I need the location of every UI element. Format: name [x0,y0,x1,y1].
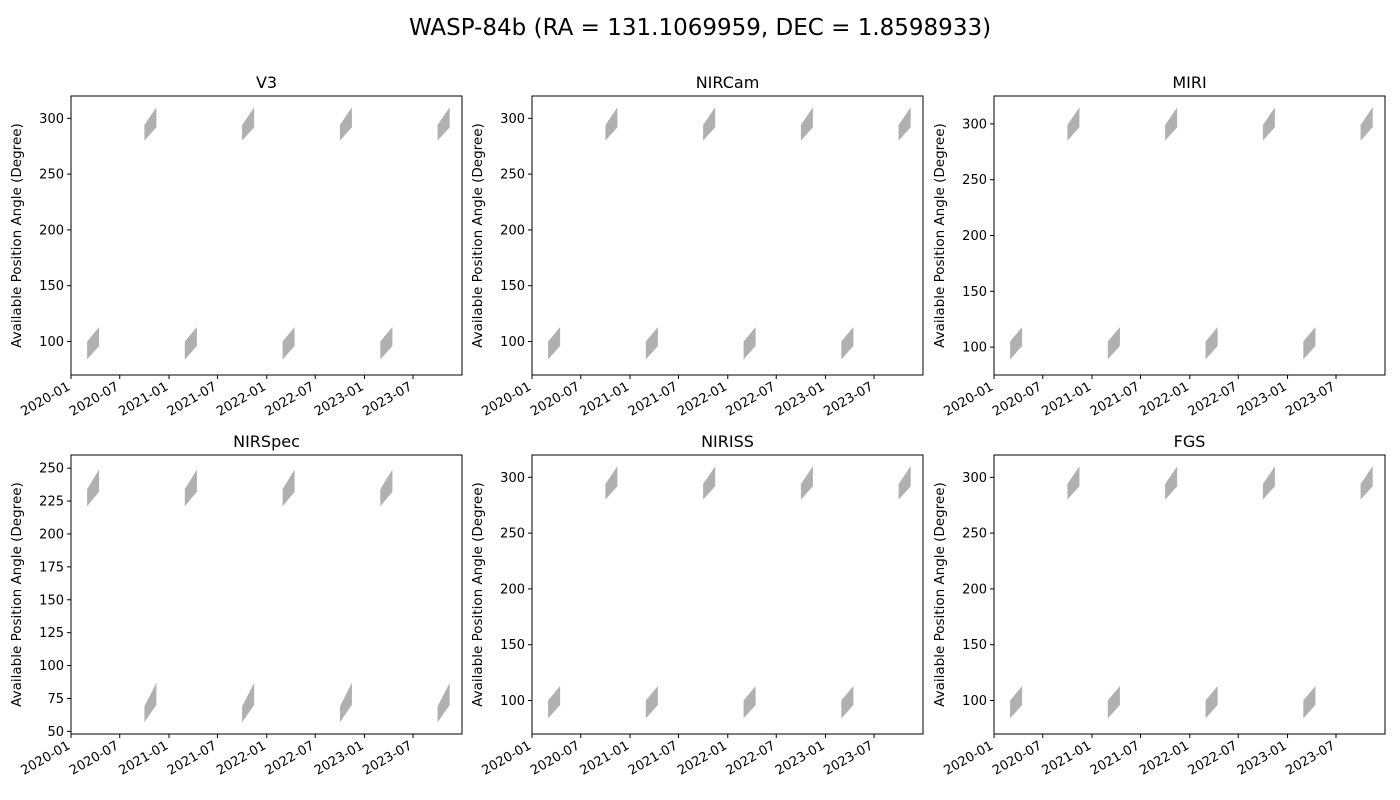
visibility-window [87,327,100,360]
y-tick-label: 250 [500,527,525,542]
visibility-window [1067,466,1080,500]
y-tick-label: 100 [962,694,987,709]
visibility-window [1262,466,1275,500]
y-tick-label: 300 [500,112,525,127]
y-tick-label: 200 [962,229,987,244]
y-axis-label: Available Position Angle (Degree) [932,123,948,348]
visibility-window [645,686,658,719]
visibility-window [87,469,100,507]
visibility-window [841,686,854,719]
y-tick-label: 200 [500,582,525,597]
visibility-window [605,107,618,141]
visibility-window [800,107,813,141]
y-tick-label: 250 [962,173,987,188]
y-tick-label: 150 [962,285,987,300]
visibility-window [242,107,255,141]
y-axis-label: Available Position Angle (Degree) [9,482,25,707]
y-tick-label: 150 [962,638,987,653]
y-tick-label: 300 [39,112,64,127]
visibility-window [800,466,813,500]
visibility-window [703,107,716,141]
visibility-window [380,327,393,360]
visibility-window [144,107,157,141]
y-tick-label: 200 [962,582,987,597]
visibility-window [1303,327,1316,360]
subplot-title: V3 [256,73,277,92]
visibility-window [898,466,911,500]
visibility-window [184,327,197,360]
subplot-title: NIRSpec [233,432,300,451]
y-axis-label: Available Position Angle (Degree) [932,482,948,707]
subplot-title: NIRCam [696,73,760,92]
y-tick-label: 225 [39,495,64,510]
visibility-window [1360,107,1373,141]
visibility-window [1067,107,1080,141]
y-tick-label: 175 [39,560,64,575]
y-tick-label: 300 [962,471,987,486]
visibility-window [1010,686,1023,719]
visibility-window [339,107,352,141]
y-tick-label: 250 [39,462,64,477]
subplot-title: NIRISS [701,432,754,451]
y-tick-label: 100 [962,341,987,356]
visibility-window [1205,327,1218,360]
y-tick-label: 100 [500,694,525,709]
visibility-window [605,466,618,500]
visibility-window [1303,686,1316,719]
visibility-window [1010,327,1023,360]
visibility-window [1107,686,1120,719]
y-axis-label: Available Position Angle (Degree) [470,123,486,348]
y-tick-label: 125 [39,626,64,641]
visibility-window [437,107,450,141]
visibility-window [743,327,756,360]
visibility-window [184,469,197,507]
y-axis-label: Available Position Angle (Degree) [9,123,25,348]
y-tick-label: 100 [500,335,525,350]
visibility-window [282,469,295,507]
visibility-window [1107,327,1120,360]
visibility-window [380,469,393,507]
y-tick-label: 300 [962,117,987,132]
subplot-title: MIRI [1172,73,1206,92]
y-tick-label: 75 [47,692,64,707]
visibility-window [703,466,716,500]
y-tick-label: 250 [500,168,525,183]
visibility-window [1165,466,1178,500]
visibility-window [1165,107,1178,141]
visibility-window [144,682,157,723]
y-tick-label: 300 [500,471,525,486]
visibility-window [1205,686,1218,719]
visibility-window [645,327,658,360]
y-tick-label: 150 [500,638,525,653]
visibility-window [1262,107,1275,141]
visibility-window [437,682,450,723]
y-tick-label: 150 [39,279,64,294]
visibility-window [743,686,756,719]
visibility-window [548,686,561,719]
visibility-window [898,107,911,141]
y-tick-label: 50 [47,725,64,740]
y-tick-label: 100 [39,659,64,674]
visibility-window [548,327,561,360]
visibility-window [339,682,352,723]
y-tick-label: 150 [39,593,64,608]
visibility-window [282,327,295,360]
y-tick-label: 200 [500,223,525,238]
visibility-window [1360,466,1373,500]
y-tick-label: 250 [962,527,987,542]
y-axis-label: Available Position Angle (Degree) [470,482,486,707]
figure-title: WASP-84b (RA = 131.1069959, DEC = 1.8598… [409,15,991,41]
y-tick-label: 250 [39,168,64,183]
y-tick-label: 150 [500,279,525,294]
y-tick-label: 200 [39,223,64,238]
subplot-title: FGS [1174,432,1206,451]
visibility-window [841,327,854,360]
visibility-window [242,682,255,723]
y-tick-label: 200 [39,527,64,542]
y-tick-label: 100 [39,335,64,350]
